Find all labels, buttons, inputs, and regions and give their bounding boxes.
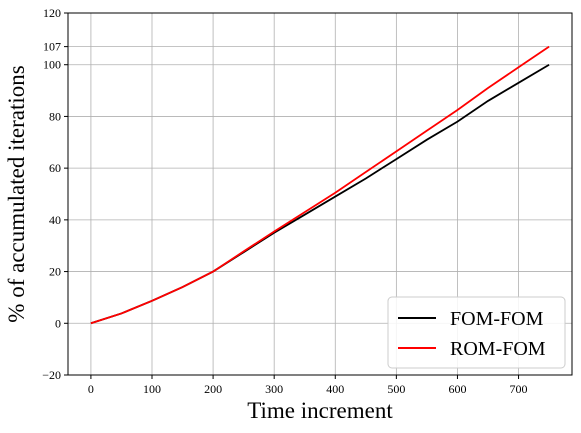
y-tick-label: −20 bbox=[42, 368, 61, 382]
x-tick-label: 400 bbox=[326, 382, 344, 396]
plot-frame bbox=[67, 12, 573, 376]
y-tick-label: 80 bbox=[49, 109, 61, 123]
y-tick-label: 60 bbox=[49, 161, 61, 175]
y-tick-label: 107 bbox=[43, 40, 61, 54]
x-tick-label: 300 bbox=[265, 382, 283, 396]
y-tick-label: 20 bbox=[49, 265, 61, 279]
series-line bbox=[90, 45, 550, 325]
legend-box bbox=[387, 296, 566, 369]
x-tick-label: 0 bbox=[88, 382, 94, 396]
x-axis-label: Time increment bbox=[247, 398, 393, 423]
y-tick-label: 0 bbox=[55, 316, 61, 330]
y-tick-label: 40 bbox=[49, 213, 61, 227]
series-line bbox=[90, 63, 550, 325]
y-axis-label: % of accumulated iterations bbox=[4, 65, 29, 322]
x-tick-label: 200 bbox=[204, 382, 222, 396]
y-tick-label: 100 bbox=[43, 58, 61, 72]
legend-label: ROM-FOM bbox=[450, 338, 546, 360]
x-tick-label: 100 bbox=[143, 382, 161, 396]
legend-label: FOM-FOM bbox=[450, 308, 544, 330]
x-tick-label: 600 bbox=[448, 382, 466, 396]
x-tick-label: 700 bbox=[510, 382, 528, 396]
y-tick-label: 120 bbox=[43, 6, 61, 20]
x-tick-label: 500 bbox=[387, 382, 405, 396]
